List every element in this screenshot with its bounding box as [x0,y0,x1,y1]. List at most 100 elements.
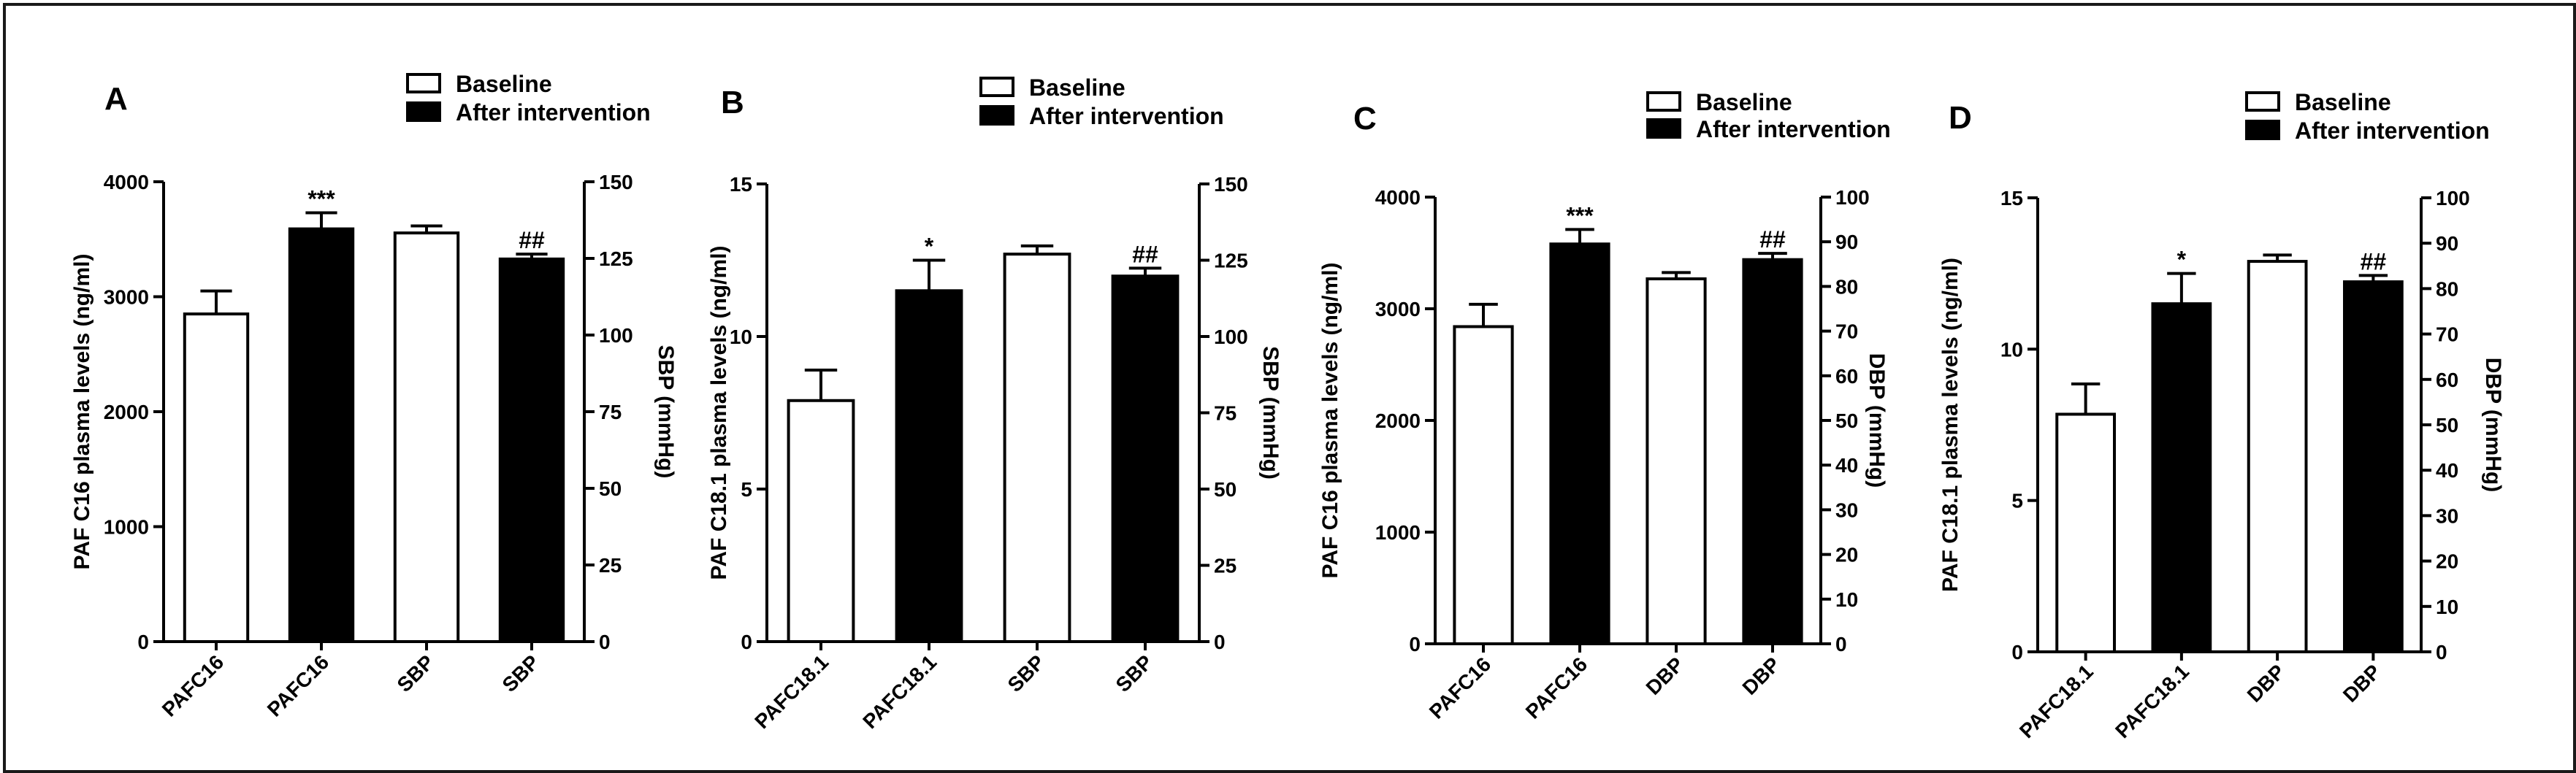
right-tick-label: 0 [1214,631,1226,653]
right-tick-label: 75 [1214,402,1237,425]
significance-marker: ## [1132,241,1158,267]
bar [2343,280,2404,653]
left-tick-label: 4000 [104,171,149,193]
x-tick-label: PAFC18.1 [750,650,833,733]
left-tick-label: 0 [2011,641,2023,664]
right-tick-label: 100 [599,324,633,347]
left-tick-label: 5 [741,478,752,501]
bar [1453,325,1514,645]
left-axis-title: PAF C18.1 plasma levels (ng/ml) [707,246,731,580]
bar [2247,260,2308,653]
legend-label-baseline: Baseline [1696,89,1792,115]
left-axis-title: PAF C16 plasma levels (ng/ml) [70,254,94,570]
x-tick-label: PAFC16 [263,650,333,720]
significance-marker: *** [307,186,335,212]
x-tick-label: PAFC16 [158,650,228,720]
right-tick-label: 90 [2436,232,2458,255]
panel-label-a: A [104,81,128,117]
panel-label-c: C [1353,101,1377,136]
right-tick-label: 125 [599,247,633,270]
left-tick-label: 5 [2011,490,2023,512]
x-tick-label: SBP [1112,650,1158,696]
left-tick-label: 3000 [104,286,149,309]
right-tick-label: 150 [1214,173,1248,196]
right-tick-label: 30 [1835,499,1858,521]
legend-swatch-baseline [2245,91,2280,112]
legend-label-after: After intervention [1696,116,1891,142]
right-tick-label: 80 [1835,275,1858,298]
figure-frame [3,3,2576,773]
x-tick-label: SBP [498,650,544,696]
bar [1549,242,1610,645]
right-tick-label: 0 [2436,641,2447,664]
right-tick-label: 90 [1835,231,1858,253]
bar [393,231,460,643]
legend-label-after: After intervention [2295,118,2490,144]
right-tick-label: 60 [2436,369,2458,391]
left-tick-label: 0 [137,631,149,653]
bar [2055,412,2116,654]
right-tick-label: 70 [2436,323,2458,346]
bar [183,312,250,643]
x-tick-label: DBP [1738,653,1785,699]
right-tick-label: 40 [2436,459,2458,482]
left-tick-label: 2000 [104,401,149,423]
legend-label-baseline: Baseline [1029,74,1125,101]
left-axis-title: PAF C18.1 plasma levels (ng/ml) [1938,258,1962,592]
bar [1111,274,1180,643]
x-tick-label: PAFC18.1 [2015,660,2098,742]
right-tick-label: 20 [2436,550,2458,573]
right-axis-title: SBP (mmHg) [1258,346,1283,480]
legend-label-after: After intervention [456,99,651,126]
left-axis-title: PAF C16 plasma levels (ng/ml) [1318,263,1342,579]
bar [498,257,565,643]
right-tick-label: 25 [599,554,622,577]
panel-label-d: D [1949,100,1972,136]
right-tick-label: 0 [599,631,611,653]
significance-marker: ## [1759,226,1786,253]
right-tick-label: 75 [599,401,622,423]
right-tick-label: 10 [1835,588,1858,611]
x-tick-label: DBP [1642,653,1689,699]
x-tick-label: PAFC16 [1425,653,1495,723]
left-tick-label: 4000 [1375,186,1421,209]
left-tick-label: 2000 [1375,409,1421,432]
left-tick-label: 10 [730,326,752,348]
left-tick-label: 3000 [1375,298,1421,320]
right-tick-label: 10 [2436,596,2458,618]
x-tick-label: DBP [2243,660,2290,707]
right-tick-label: 0 [1835,633,1847,655]
right-axis-title: DBP (mmHg) [2481,358,2505,492]
bar [895,289,963,643]
x-tick-label: SBP [1004,650,1050,696]
legend-swatch-baseline [1646,91,1681,112]
right-tick-label: 50 [599,477,622,500]
x-tick-label: PAFC18.1 [858,650,941,733]
right-tick-label: 150 [599,171,633,193]
right-tick-label: 50 [1835,409,1858,432]
left-tick-label: 0 [1409,633,1421,655]
right-tick-label: 50 [1214,478,1237,501]
legend-swatch-baseline [979,77,1014,97]
x-tick-label: DBP [2339,660,2385,707]
panel-label-b: B [721,85,744,120]
x-tick-label: SBP [393,650,439,696]
x-tick-label: PAFC18.1 [2111,660,2193,742]
legend-swatch-baseline [406,73,441,93]
left-tick-label: 10 [2000,338,2023,361]
right-tick-label: 80 [2436,277,2458,300]
left-tick-label: 15 [730,173,752,196]
panel-d: D Baseline After intervention 0 5 10 15 0 10 20 30… [1938,89,2505,742]
right-tick-label: 100 [1835,186,1870,209]
right-tick-label: 125 [1214,250,1248,272]
significance-marker: ## [2361,248,2387,274]
right-tick-label: 20 [1835,544,1858,566]
right-tick-label: 40 [1835,454,1858,477]
right-axis-title: DBP (mmHg) [1865,353,1889,488]
left-tick-label: 1000 [1375,521,1421,544]
right-tick-label: 60 [1835,365,1858,388]
bar [288,227,355,643]
